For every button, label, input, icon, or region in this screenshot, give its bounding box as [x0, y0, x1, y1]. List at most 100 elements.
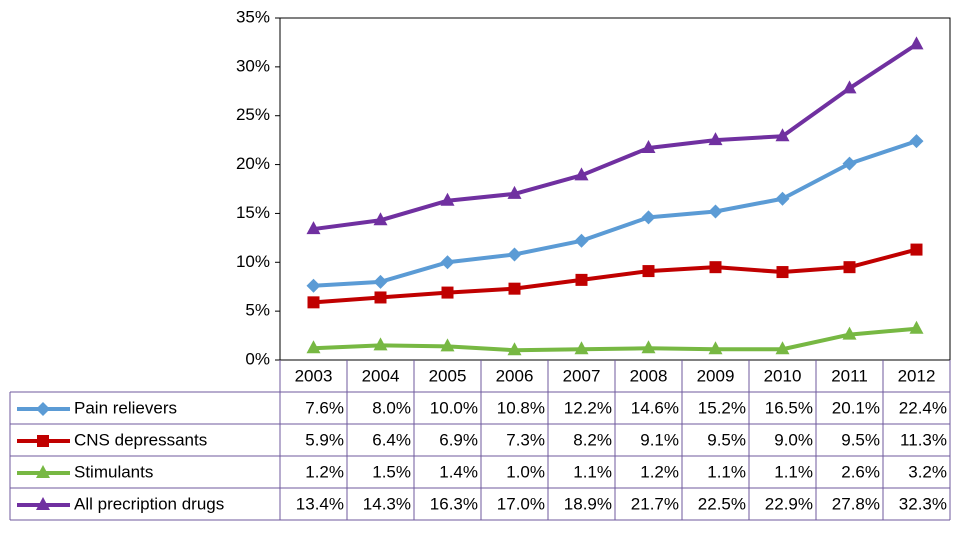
marker	[776, 266, 789, 279]
y-tick-label: 10%	[236, 252, 270, 271]
table-cell: 7.3%	[506, 430, 545, 449]
table-cell: 9.5%	[707, 430, 746, 449]
table-cell: 1.2%	[305, 462, 344, 481]
x-tick-label: 2009	[697, 366, 735, 385]
x-tick-label: 2004	[362, 366, 400, 385]
marker	[441, 286, 454, 299]
table-cell: 9.5%	[841, 430, 880, 449]
marker	[909, 134, 924, 149]
table-cell: 3.2%	[908, 462, 947, 481]
table-cell: 5.9%	[305, 430, 344, 449]
marker	[373, 212, 388, 226]
table-cell: 7.6%	[305, 398, 344, 417]
table-cell: 10.0%	[430, 398, 478, 417]
marker	[306, 221, 321, 235]
table-cell: 9.0%	[774, 430, 813, 449]
x-tick-label: 2011	[831, 366, 868, 385]
table-cell: 1.1%	[707, 462, 746, 481]
marker	[574, 233, 589, 248]
table-cell: 16.5%	[765, 398, 813, 417]
marker	[373, 337, 388, 351]
series-line	[313, 42, 918, 232]
marker	[440, 192, 455, 206]
series-line	[313, 247, 918, 305]
table-cell: 21.7%	[631, 494, 679, 513]
series-line	[313, 139, 918, 288]
x-tick-label: 2007	[563, 366, 601, 385]
table-cell: 15.2%	[698, 398, 746, 417]
table-cell: 1.5%	[372, 462, 411, 481]
marker	[709, 261, 722, 274]
table-cell: 13.4%	[296, 494, 344, 513]
x-tick-label: 2008	[630, 366, 668, 385]
marker	[775, 341, 790, 355]
marker	[306, 340, 321, 354]
legend-marker	[36, 465, 50, 478]
x-tick-label: 2010	[764, 366, 802, 385]
marker	[641, 139, 656, 153]
table-cell: 8.0%	[372, 398, 411, 417]
table-cell: 6.4%	[372, 430, 411, 449]
table-cell: 22.4%	[899, 398, 947, 417]
legend-marker	[37, 435, 49, 447]
marker	[574, 167, 589, 181]
marker	[507, 342, 522, 356]
marker	[440, 255, 455, 270]
marker	[508, 282, 521, 295]
marker	[574, 341, 589, 355]
table-cell: 12.2%	[564, 398, 612, 417]
y-tick-label: 0%	[245, 349, 270, 368]
marker	[909, 320, 924, 334]
table-cell: 6.9%	[439, 430, 478, 449]
marker	[910, 243, 923, 256]
x-tick-label: 2005	[429, 366, 467, 385]
table-cell: 8.2%	[573, 430, 612, 449]
marker	[842, 326, 857, 340]
marker	[708, 341, 723, 355]
table-cell: 1.1%	[573, 462, 612, 481]
marker	[708, 204, 723, 219]
legend-marker	[36, 402, 50, 416]
table-cell: 20.1%	[832, 398, 880, 417]
table-cell: 1.2%	[640, 462, 679, 481]
marker	[307, 296, 320, 309]
y-tick-label: 5%	[245, 301, 270, 320]
table-cell: 14.3%	[363, 494, 411, 513]
y-tick-label: 15%	[236, 203, 270, 222]
marker	[507, 185, 522, 199]
table-cell: 2.6%	[841, 462, 880, 481]
legend-label: Stimulants	[74, 462, 153, 481]
table-cell: 1.4%	[439, 462, 478, 481]
table-cell: 14.6%	[631, 398, 679, 417]
marker	[575, 273, 588, 286]
marker	[642, 265, 655, 278]
table-cell: 22.9%	[765, 494, 813, 513]
marker	[842, 156, 857, 171]
x-tick-label: 2003	[295, 366, 333, 385]
table-cell: 18.9%	[564, 494, 612, 513]
table-cell: 22.5%	[698, 494, 746, 513]
table-cell: 11.3%	[900, 430, 947, 449]
marker	[440, 338, 455, 352]
legend-label: Pain relievers	[74, 398, 177, 417]
table-cell: 9.1%	[640, 430, 679, 449]
marker	[507, 247, 522, 262]
marker	[842, 80, 857, 94]
table-cell: 1.0%	[506, 462, 545, 481]
marker	[641, 210, 656, 225]
legend-label: All precription drugs	[74, 494, 224, 513]
y-tick-label: 30%	[236, 56, 270, 75]
y-tick-label: 25%	[236, 105, 270, 124]
marker	[843, 261, 856, 274]
marker	[641, 340, 656, 354]
marker	[909, 36, 924, 50]
y-tick-label: 35%	[236, 7, 270, 26]
plot-frame	[279, 17, 951, 361]
marker	[373, 274, 388, 289]
marker	[708, 132, 723, 146]
series-line	[313, 326, 917, 353]
x-tick-label: 2006	[496, 366, 534, 385]
marker	[775, 128, 790, 142]
marker	[374, 291, 387, 304]
